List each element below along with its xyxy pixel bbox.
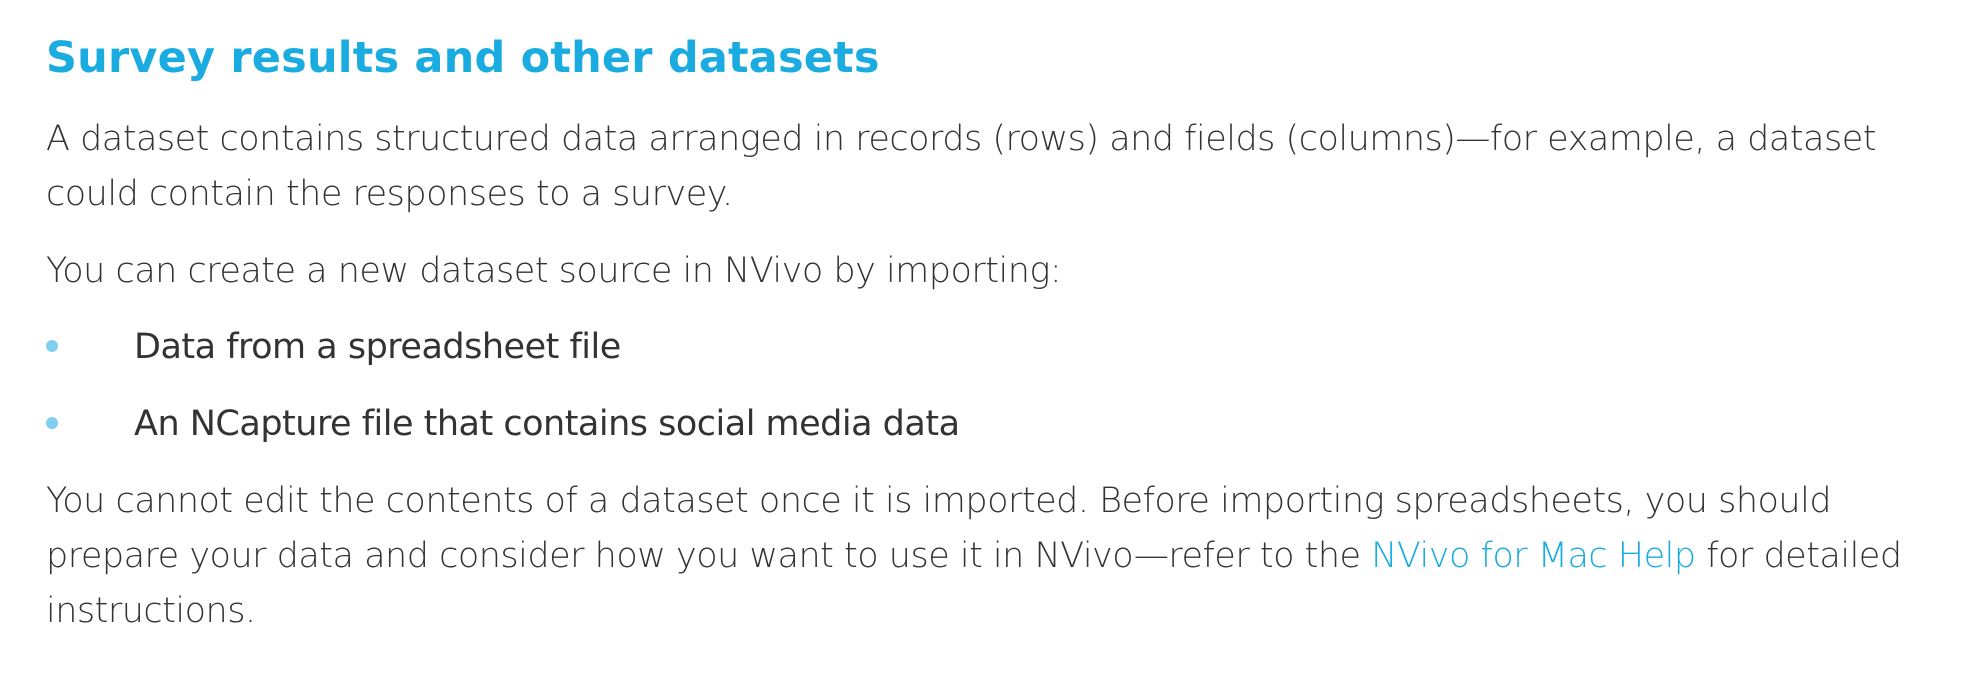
- list-item-text: An NCapture file that contains social me…: [134, 404, 960, 444]
- import-intro-paragraph: You can create a new dataset source in N…: [46, 251, 1062, 291]
- section-heading: Survey results and other datasets: [46, 33, 880, 83]
- edit-restriction-paragraph: You cannot edit the contents of a datase…: [46, 474, 1906, 639]
- list-item-text: Data from a spreadsheet file: [134, 327, 621, 367]
- bullet-icon: [46, 340, 58, 352]
- document-page: Survey results and other datasets A data…: [46, 30, 1946, 631]
- dataset-description-paragraph: A dataset contains structured data arran…: [46, 119, 1876, 214]
- nvivo-help-link[interactable]: NVivo for Mac Help: [1371, 536, 1696, 576]
- paragraph-text-before-link: You cannot edit the contents of a datase…: [46, 481, 1832, 576]
- bullet-icon: [46, 417, 58, 429]
- paragraph-text-after-link: for detailed instructions.: [46, 536, 1902, 631]
